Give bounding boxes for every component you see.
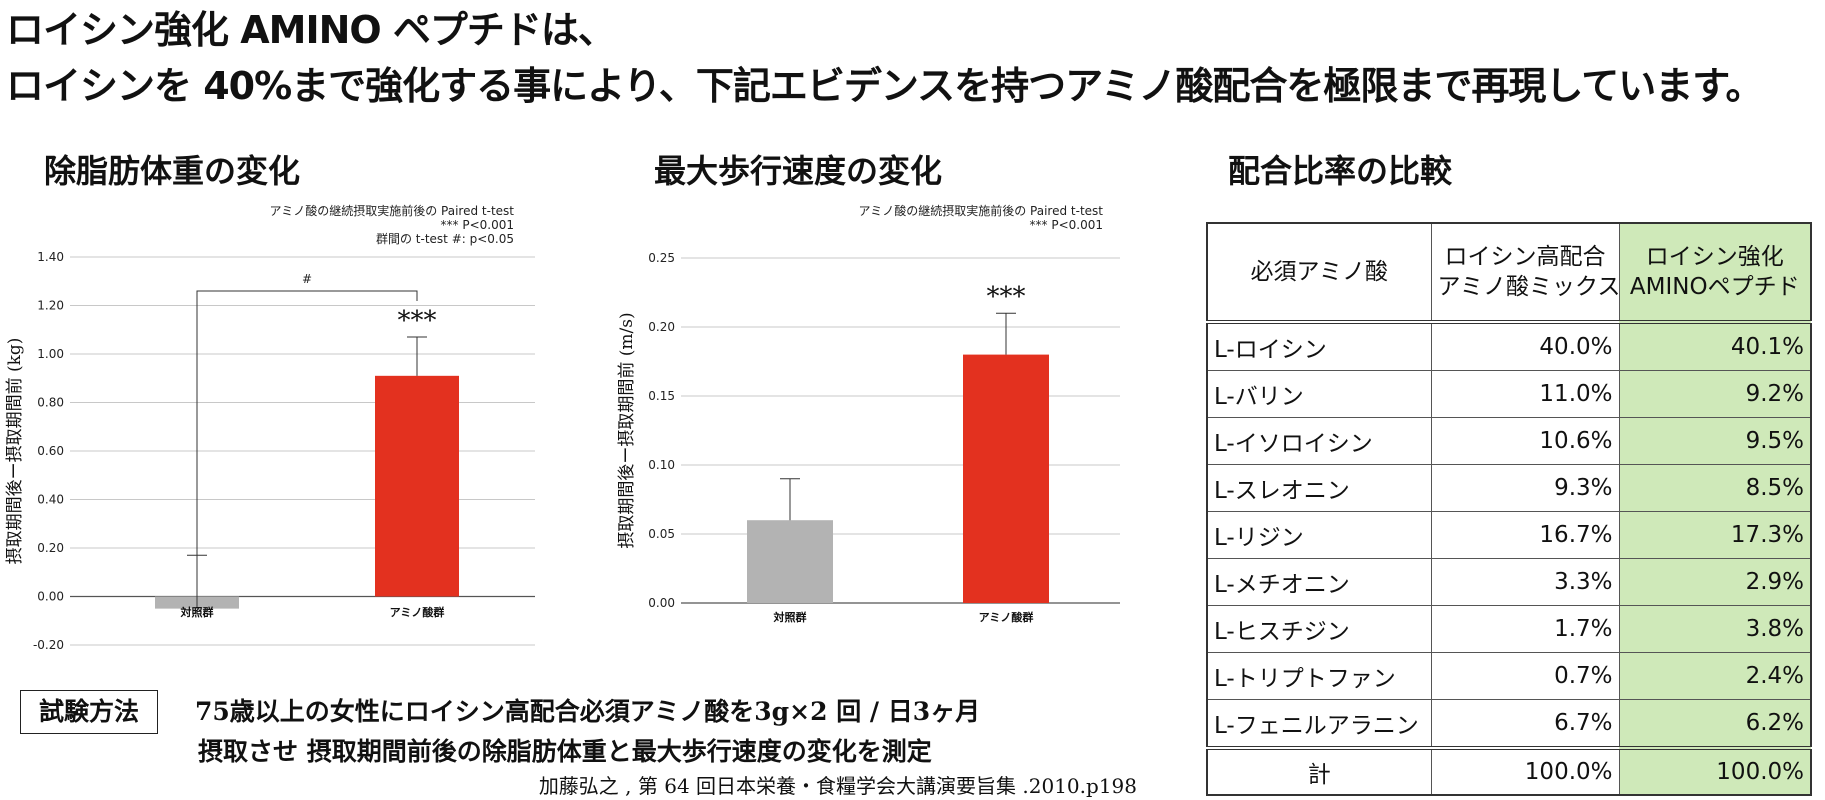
total-label: 計	[1206, 746, 1432, 796]
chart2-note-1: *** P<0.001	[1030, 218, 1103, 232]
mix-ratio: 16.7%	[1430, 511, 1620, 559]
peptide-ratio: 2.4%	[1618, 652, 1812, 700]
citation: 加藤弘之 , 第 64 回日本栄養・食糧学会大講演要旨集 .2010.p198	[538, 774, 1137, 798]
chart1-y-tick-label: 0.80	[37, 396, 64, 410]
chart1-title: 除脂肪体重の変化	[44, 152, 301, 190]
chart2-y-tick-label: 0.25	[648, 251, 675, 265]
peptide-ratio: 9.5%	[1618, 417, 1812, 465]
amino-acid-name: L-ロイシン	[1206, 321, 1432, 371]
chart2-y-tick-label: 0.10	[648, 458, 675, 472]
chart1-y-tick-label: 1.40	[37, 250, 64, 264]
table-row: L-スレオニン 9.3% 8.5%	[1206, 464, 1812, 512]
amino-acid-name: L-バリン	[1206, 370, 1432, 418]
amino-acid-name: L-フェニルアラニン	[1206, 699, 1432, 749]
mix-ratio: 9.3%	[1430, 464, 1620, 512]
chart2-y-tick-label: 0.00	[648, 596, 675, 610]
chart2-title: 最大歩行速度の変化	[654, 152, 943, 190]
chart-lean-mass: アミノ酸の継続摂取実施前後の Paired t-test*** P<0.001群…	[5, 203, 535, 652]
table-row: L-ロイシン 40.0% 40.1%	[1206, 321, 1812, 371]
method-line-1: 75歳以上の女性にロイシン高配合必須アミノ酸を3g×2 回 / 日3ヶ月	[195, 697, 981, 726]
chart2-y-tick-label: 0.15	[648, 389, 675, 403]
chart2-note-0: アミノ酸の継続摂取実施前後の Paired t-test	[858, 203, 1103, 218]
mix-ratio: 6.7%	[1430, 699, 1620, 749]
amino-acid-name: L-メチオニン	[1206, 558, 1432, 606]
chart1-group-bracket	[196, 290, 418, 556]
table-total-row: 計 100.0% 100.0%	[1206, 746, 1812, 796]
total-mix: 100.0%	[1430, 746, 1620, 796]
table-row: L-バリン 11.0% 9.2%	[1206, 370, 1812, 418]
chart-walking-speed: アミノ酸の継続摂取実施前後の Paired t-test*** P<0.001 0…	[617, 203, 1120, 624]
amino-acid-name: L-イソロイシン	[1206, 417, 1432, 465]
headline-line-1: ロイシン強化 AMINO ペプチドは、	[6, 8, 616, 52]
header-amino-peptide: ロイシン強化 AMINOペプチド	[1618, 222, 1812, 324]
chart1-category-label-1: アミノ酸群	[390, 605, 445, 619]
chart1-y-tick-label: -0.20	[33, 638, 64, 652]
chart1-note-0: アミノ酸の継続摂取実施前後の Paired t-test	[269, 203, 514, 218]
chart2-bar-0	[747, 520, 833, 603]
peptide-ratio: 2.9%	[1618, 558, 1812, 606]
chart2-bar-1	[963, 354, 1049, 603]
chart2-y-axis-label: 摂取期間後ー摂取期間前 (m/s)	[617, 312, 637, 548]
peptide-ratio: 17.3%	[1618, 511, 1812, 559]
headline-line-2: ロイシンを 40%まで強化する事により、下記エビデンスを持つアミノ酸配合を極限ま…	[6, 64, 1763, 108]
method-line-2: 摂取させ 摂取期間前後の除脂肪体重と最大歩行速度の変化を測定	[198, 737, 932, 766]
amino-acid-name: L-ヒスチジン	[1206, 605, 1432, 653]
amino-acid-name: L-スレオニン	[1206, 464, 1432, 512]
headline: ロイシン強化 AMINO ペプチドは、 ロイシンを 40%まで強化する事により、…	[6, 2, 1821, 114]
table-row: L-フェニルアラニン 6.7% 6.2%	[1206, 699, 1812, 749]
chart2-category-label-0: 対照群	[773, 610, 807, 624]
amino-acid-name: L-トリプトファン	[1206, 652, 1432, 700]
mix-ratio: 1.7%	[1430, 605, 1620, 653]
chart2-significance-label: ***	[987, 282, 1026, 312]
chart1-y-tick-label: 0.60	[37, 444, 64, 458]
chart1-note-2: 群間の t-test #: p<0.05	[376, 232, 514, 246]
mix-ratio: 10.6%	[1430, 417, 1620, 465]
peptide-ratio: 8.5%	[1618, 464, 1812, 512]
table-row: L-イソロイシン 10.6% 9.5%	[1206, 417, 1812, 465]
peptide-ratio: 6.2%	[1618, 699, 1812, 749]
chart2-y-tick-label: 0.20	[648, 320, 675, 334]
mix-ratio: 3.3%	[1430, 558, 1620, 606]
peptide-ratio: 9.2%	[1618, 370, 1812, 418]
mix-ratio: 40.0%	[1430, 321, 1620, 371]
mix-ratio: 0.7%	[1430, 652, 1620, 700]
chart1-y-axis-label: 摂取期間後ー摂取期間前 (kg)	[5, 338, 25, 565]
chart1-group-significance-label: #	[302, 272, 312, 286]
table-row: L-ヒスチジン 1.7% 3.8%	[1206, 605, 1812, 653]
peptide-ratio: 3.8%	[1618, 605, 1812, 653]
chart2-category-label-1: アミノ酸群	[979, 610, 1034, 624]
header-high-leucine-mix: ロイシン高配合 アミノ酸ミックス	[1430, 222, 1620, 324]
chart1-y-tick-label: 1.20	[37, 299, 64, 313]
table-row: L-リジン 16.7% 17.3%	[1206, 511, 1812, 559]
method-label: 試験方法	[20, 690, 158, 734]
chart1-y-tick-label: 0.20	[37, 541, 64, 555]
chart2-y-tick-label: 0.05	[648, 527, 675, 541]
chart1-bar-1	[375, 375, 459, 597]
chart1-y-tick-label: 1.00	[37, 347, 64, 361]
mix-ratio: 11.0%	[1430, 370, 1620, 418]
chart1-note-1: *** P<0.001	[441, 218, 514, 232]
composition-table: 必須アミノ酸 ロイシン高配合 アミノ酸ミックス ロイシン強化 AMINOペプチド L-ロイ…	[1206, 222, 1812, 796]
chart1-category-label-0: 対照群	[180, 605, 214, 619]
amino-acid-name: L-リジン	[1206, 511, 1432, 559]
table-title: 配合比率の比較	[1228, 152, 1453, 190]
header-amino-acid: 必須アミノ酸	[1206, 222, 1432, 324]
table-row: L-メチオニン 3.3% 2.9%	[1206, 558, 1812, 606]
table-header-row: 必須アミノ酸 ロイシン高配合 アミノ酸ミックス ロイシン強化 AMINOペプチド	[1206, 222, 1812, 324]
table-row: L-トリプトファン 0.7% 2.4%	[1206, 652, 1812, 700]
chart1-y-tick-label: 0.40	[37, 493, 64, 507]
total-peptide: 100.0%	[1618, 746, 1812, 796]
chart1-significance-label: ***	[398, 306, 437, 336]
chart1-y-tick-label: 0.00	[37, 590, 64, 604]
peptide-ratio: 40.1%	[1618, 321, 1812, 371]
